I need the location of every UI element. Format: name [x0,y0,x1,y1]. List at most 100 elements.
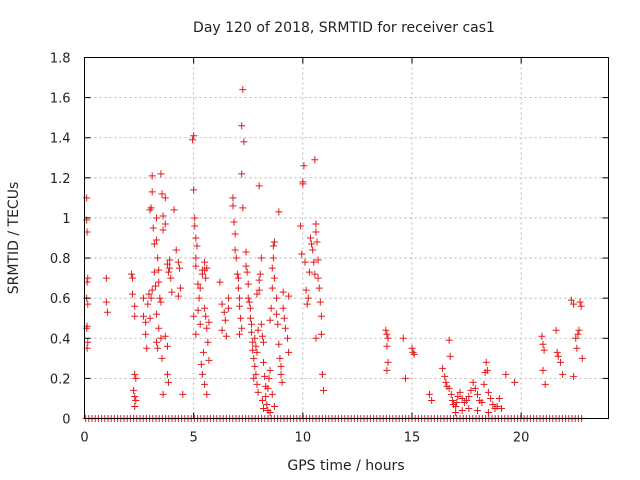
data-point [268,284,276,292]
data-point [131,302,139,310]
x-tick-label: 5 [190,431,198,446]
data-point [192,254,200,262]
data-point [484,388,492,396]
y-tick-label: 1.6 [50,92,71,107]
data-point [191,214,199,222]
data-point [198,270,206,278]
data-point [131,312,139,320]
data-point [553,348,561,356]
data-point [139,294,147,302]
data-point [153,236,161,244]
data-point [190,312,198,320]
data-point [225,294,233,302]
data-point [275,340,283,348]
data-point [102,298,110,306]
data-point [197,360,205,368]
data-point [148,172,156,180]
data-point [196,284,204,292]
data-point [320,386,328,394]
data-point [273,294,281,302]
data-point [251,334,259,342]
data-point [458,406,466,414]
data-point [454,392,462,400]
data-point [159,226,167,234]
data-point [253,290,261,298]
data-point [308,240,316,248]
axis-ticks: 0 0.2 0.4 0.6 0.8 1 1.2 1.4 1.6 1.8 0 5 10 15 20 [50,52,609,446]
data-point [236,294,244,302]
data-point [231,246,239,254]
data-point [285,348,293,356]
data-point [312,334,320,342]
data-point [155,266,163,274]
data-point [147,204,155,212]
data-point [260,338,268,346]
data-point [285,292,293,300]
data-point [190,132,198,140]
data-point [312,228,320,236]
data-point [471,384,479,392]
data-point [442,378,450,386]
data-point [193,242,201,250]
data-point [153,310,161,318]
data-point [570,372,578,380]
data-point [469,378,477,386]
data-point [245,298,253,306]
data-point [301,258,309,266]
y-tick-label: 1.4 [50,132,71,147]
data-point [559,370,567,378]
data-point [131,370,139,378]
data-point [573,344,581,352]
data-point [246,304,254,312]
data-point [257,320,265,328]
data-point [313,238,321,246]
data-point [203,264,211,272]
data-point [270,274,278,282]
data-point [310,258,318,266]
data-point [218,326,226,334]
data-point [155,278,163,286]
data-point [84,338,92,346]
data-point [142,318,150,326]
data-point [244,294,252,302]
data-point [163,342,171,350]
data-point [203,324,211,332]
data-point [129,274,137,282]
data-point [190,186,198,194]
data-point [255,286,263,294]
data-point [148,286,156,294]
data-point [242,262,250,270]
data-point [458,394,466,402]
y-axis-label: SRMTID / TECUs [6,182,22,295]
data-point [278,378,286,386]
data-point [201,304,209,312]
data-point [428,396,436,404]
data-point [157,170,165,178]
data-point [302,286,310,294]
data-point [161,220,169,228]
data-point [84,300,92,308]
data-point [131,402,139,410]
data-point [189,136,197,144]
data-point [158,190,166,198]
data-point [132,396,140,404]
data-point [258,332,266,340]
data-point [230,218,238,226]
data-point [410,350,418,358]
data-point [199,348,207,356]
data-point [127,270,135,278]
data-point [575,326,583,334]
data-point [483,366,491,374]
data-point [263,400,271,408]
y-tick-label: 1.2 [50,172,71,187]
data-point [159,212,167,220]
data-point [260,404,268,412]
chart-title: Day 120 of 2018, SRMTID for receiver cas… [193,20,495,36]
data-point [554,352,562,360]
data-point [239,86,247,94]
data-point [425,390,433,398]
data-point [552,326,560,334]
data-point [236,330,244,338]
data-point [150,268,158,276]
data-point [576,298,584,306]
